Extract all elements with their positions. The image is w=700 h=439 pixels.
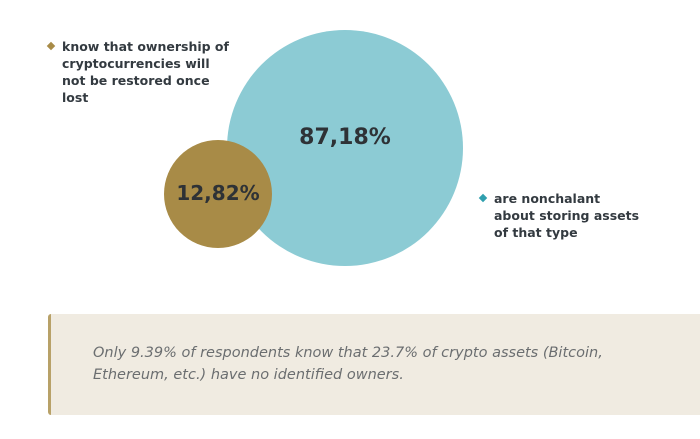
legend-item-nonchalant: are nonchalant about storing assets of t… (478, 190, 644, 241)
legend-item-know-loss: know that ownership of cryptocurrencies … (46, 38, 237, 106)
callout-box: Only 9.39% of respondents know that 23.7… (48, 314, 700, 415)
bubble-label-nonchalant: 87,18% (299, 125, 391, 150)
callout-text: Only 9.39% of respondents know that 23.7… (93, 345, 603, 383)
bubble-know-loss (164, 140, 272, 248)
legend-label: are nonchalant about storing assets of t… (494, 191, 640, 240)
legend-label: know that ownership of cryptocurrencies … (62, 39, 229, 105)
bubble-nonchalant (227, 30, 463, 266)
bubble-label-know-loss: 12,82% (176, 181, 259, 205)
